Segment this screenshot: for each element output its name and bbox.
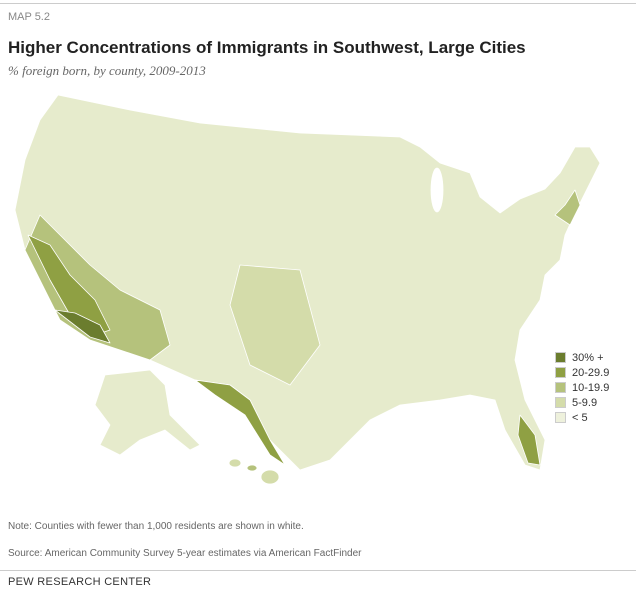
legend-item: 30% + [555,350,609,365]
california-region [27,234,111,336]
legend-swatch [555,382,566,393]
legend-label: 10-19.9 [572,381,610,394]
footer-rule [0,570,636,571]
hawaii [246,464,258,472]
legend-item: 20-29.9 [555,365,609,380]
legend-item: < 5 [555,410,609,425]
source: Source: American Community Survey 5-year… [8,548,362,559]
title: Higher Concentrations of Immigrants in S… [8,38,526,57]
legend-item: 5-9.9 [555,395,609,410]
legend-label: 20-29.9 [572,366,610,379]
hawaii [260,469,280,485]
texas-border [194,379,286,466]
southwest-region [24,214,171,361]
legend-label: < 5 [572,411,588,424]
legend: 30% + 20-29.9 10-19.9 5-9.9 < 5 [555,350,609,425]
legend-swatch [555,412,566,423]
florida-tip [517,414,541,466]
hawaii [228,458,242,468]
legend-swatch [555,367,566,378]
legend-swatch [555,397,566,408]
note: Note: Counties with fewer than 1,000 res… [8,521,304,532]
border-region [54,309,111,344]
legend-label: 30% + [572,351,604,364]
top-rule [0,3,636,4]
legend-swatch [555,352,566,363]
northeast-corridor [554,189,581,226]
brand: PEW RESEARCH CENTER [8,576,152,588]
alaska [94,369,201,456]
map [14,94,601,485]
great-lake [430,167,444,213]
legend-label: 5-9.9 [572,396,598,409]
legend-item: 10-19.9 [555,380,609,395]
texas-central [229,264,321,386]
subtitle: % foreign born, by county, 2009-2013 [8,63,206,78]
map-label: MAP 5.2 [8,11,50,23]
